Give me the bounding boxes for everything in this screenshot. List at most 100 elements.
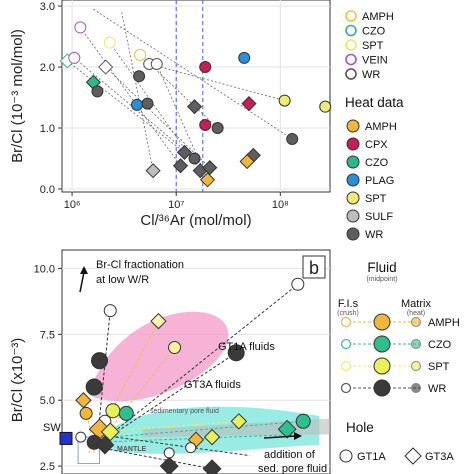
data-point bbox=[134, 48, 147, 61]
legend-label: SPT bbox=[428, 361, 450, 373]
x-tick-label: 10⁶ bbox=[64, 199, 81, 211]
link-line bbox=[121, 12, 154, 171]
legend-label: PLAG bbox=[365, 175, 394, 187]
data-point bbox=[188, 152, 201, 165]
x-tick-label: 10⁷ bbox=[168, 199, 184, 211]
data-point bbox=[203, 428, 221, 446]
annotation-sedimentary: sedimentary pore fluid bbox=[150, 408, 219, 415]
data-point bbox=[295, 413, 311, 429]
panel-a-legend: AMPH CZO SPT VEIN WR Heat data AMPH CPX CZO PLAG S… bbox=[345, 10, 404, 241]
legend-hole-title: Hole bbox=[346, 420, 374, 435]
data-point bbox=[118, 405, 134, 421]
annotation-fractionation: Br-Cl fractionation bbox=[96, 259, 184, 271]
y-tick-label: 3.0 bbox=[40, 1, 55, 13]
legend-marker bbox=[411, 383, 421, 393]
legend-fis-sub: (crush) bbox=[337, 310, 359, 317]
legend-marker bbox=[346, 209, 360, 223]
legend-marker bbox=[346, 137, 360, 151]
y-tick-label: 0.0 bbox=[40, 184, 55, 196]
legend-marker bbox=[340, 316, 352, 328]
data-point bbox=[68, 51, 81, 64]
data-point bbox=[319, 100, 332, 113]
data-point bbox=[168, 341, 182, 355]
legend-label: AMPH bbox=[428, 317, 460, 329]
annotation-mantle: MANTLE bbox=[117, 446, 146, 453]
legend-marker bbox=[340, 338, 352, 350]
link-line bbox=[105, 66, 211, 168]
data-point bbox=[176, 144, 193, 160]
legend-fluid-title: Fluid bbox=[367, 260, 396, 275]
legend-label: CZO bbox=[365, 157, 389, 169]
legend-marker bbox=[345, 24, 357, 37]
legend-label: SULF bbox=[365, 211, 393, 223]
data-point bbox=[199, 172, 216, 188]
data-point bbox=[172, 158, 189, 174]
data-point bbox=[133, 70, 146, 83]
mixing-line bbox=[115, 436, 250, 457]
annotation-gt1a: GT1A fluids bbox=[218, 341, 275, 353]
data-point bbox=[291, 277, 305, 291]
data-point bbox=[241, 96, 257, 112]
y-tick-label: 2.5 bbox=[40, 461, 55, 473]
legend-marker bbox=[346, 173, 360, 187]
data-point bbox=[186, 99, 203, 115]
legend-marker bbox=[404, 447, 422, 465]
arrow-head bbox=[80, 266, 88, 274]
legend-marker bbox=[411, 339, 421, 349]
data-point bbox=[286, 132, 299, 145]
data-point bbox=[103, 304, 117, 318]
data-point bbox=[238, 51, 251, 64]
legend-label: WR bbox=[428, 383, 446, 395]
data-point bbox=[141, 97, 154, 110]
link-line bbox=[67, 60, 185, 153]
legend-matrix: Matrix bbox=[401, 298, 431, 310]
legend-label: SPT bbox=[365, 193, 387, 205]
legend-label: GT3A bbox=[425, 451, 454, 463]
legend-marker bbox=[345, 39, 357, 51]
data-point bbox=[239, 153, 255, 170]
y-tick-label: 10.0 bbox=[34, 263, 55, 275]
legend-marker bbox=[411, 361, 421, 371]
legend-matrix-sub: (heat) bbox=[407, 310, 425, 317]
data-point bbox=[150, 312, 167, 330]
legend-marker bbox=[345, 68, 357, 80]
legend-marker bbox=[345, 53, 357, 66]
mixing-line bbox=[102, 420, 239, 433]
panel-b: 2.5 5.0 7.5 10.0 b Br-Cl fractionation at low… bbox=[9, 249, 460, 474]
data-point bbox=[202, 459, 222, 474]
data-point bbox=[230, 413, 248, 430]
data-point bbox=[98, 59, 114, 75]
legend-marker bbox=[346, 119, 360, 133]
data-point bbox=[130, 98, 143, 111]
mixing-line bbox=[93, 283, 299, 449]
panel-label-box bbox=[302, 255, 326, 279]
y-tick-label: 1.0 bbox=[40, 123, 55, 135]
panel-b-annotations: b Br-Cl fractionation at low W/R GT1A fluid… bbox=[43, 255, 327, 474]
annotation-fractionation: at low W/R bbox=[96, 274, 149, 286]
legend-marker bbox=[340, 360, 352, 372]
legend-label: CZO bbox=[362, 26, 386, 38]
data-point bbox=[163, 447, 175, 459]
data-point bbox=[79, 406, 93, 420]
data-point bbox=[199, 118, 212, 131]
arrow-line bbox=[263, 435, 297, 439]
legend-label: GT1A bbox=[357, 451, 386, 463]
panel-a-xlabel: Cl/³⁶Ar (mol/mol) bbox=[140, 212, 251, 229]
y-tick-label: 2.0 bbox=[40, 62, 55, 74]
data-point bbox=[150, 58, 163, 70]
panel-b-points bbox=[75, 277, 311, 474]
link-line bbox=[93, 8, 293, 140]
legend-label: WR bbox=[365, 229, 383, 241]
arrow-line bbox=[79, 271, 85, 293]
data-point bbox=[278, 94, 291, 107]
data-point bbox=[95, 435, 115, 455]
legend-label: CPX bbox=[365, 139, 388, 151]
legend-label: VEIN bbox=[362, 55, 388, 67]
data-point bbox=[74, 21, 87, 34]
annotation-gt3a: GT3A fluids bbox=[184, 379, 241, 391]
x-tick-label: 10⁸ bbox=[272, 199, 289, 211]
legend-marker bbox=[411, 317, 421, 327]
mixing-line bbox=[99, 447, 213, 470]
data-point bbox=[103, 36, 116, 49]
annotation-sw: SW bbox=[43, 422, 61, 434]
